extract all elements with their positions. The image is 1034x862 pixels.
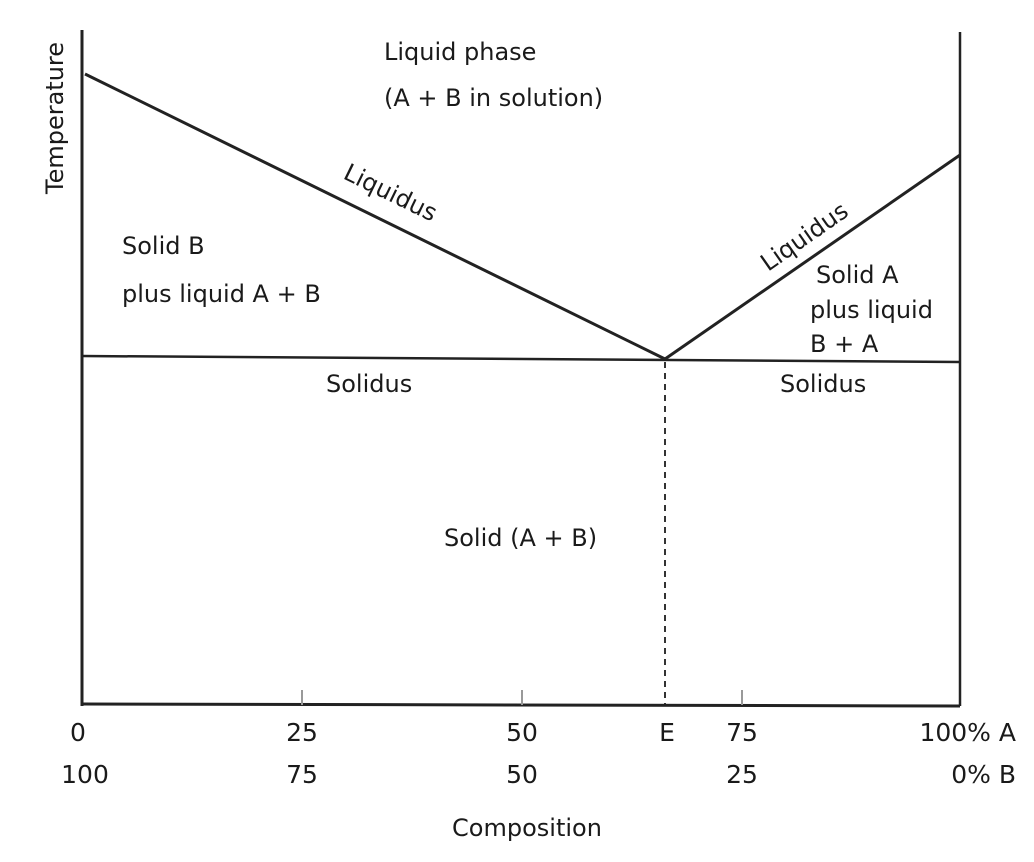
x-tick-100: 100 — [61, 760, 109, 789]
liquidus-left-line — [84, 72, 666, 361]
solid-b-sub-label: plus liquid A + B — [122, 280, 321, 308]
liquid-phase-label: Liquid phase — [384, 38, 536, 66]
solidus-right-label: Solidus — [780, 370, 866, 398]
y-axis-label: Temperature — [41, 42, 69, 195]
solid-a-label: Solid A — [816, 261, 899, 289]
x-tick-100a: 100% A — [919, 718, 1016, 747]
x-tick-25b: 25 — [726, 760, 758, 789]
solidus-line — [81, 354, 961, 364]
liquidus-right-line — [664, 153, 961, 361]
x-tick-25: 25 — [286, 718, 318, 747]
x-tick-e: E — [659, 718, 675, 747]
liquid-phase-sub-label: (A + B in solution) — [384, 84, 603, 112]
solid-a-sub-label: plus liquid — [810, 296, 933, 324]
solidus-left-label: Solidus — [326, 370, 412, 398]
solid-a-sub-label-2: B + A — [810, 330, 879, 358]
x-axis-label: Composition — [452, 814, 602, 842]
x-tick-75: 75 — [726, 718, 758, 747]
liquidus-left-label: Liquidus — [339, 158, 441, 227]
x-tick-0: 0 — [70, 718, 86, 747]
solid-ab-label: Solid (A + B) — [444, 524, 597, 552]
x-tick-75b: 75 — [286, 760, 318, 789]
x-tick-50b: 50 — [506, 760, 538, 789]
solid-b-label: Solid B — [122, 232, 205, 260]
x-tick-50: 50 — [506, 718, 538, 747]
x-tick-0b: 0% B — [951, 760, 1016, 789]
